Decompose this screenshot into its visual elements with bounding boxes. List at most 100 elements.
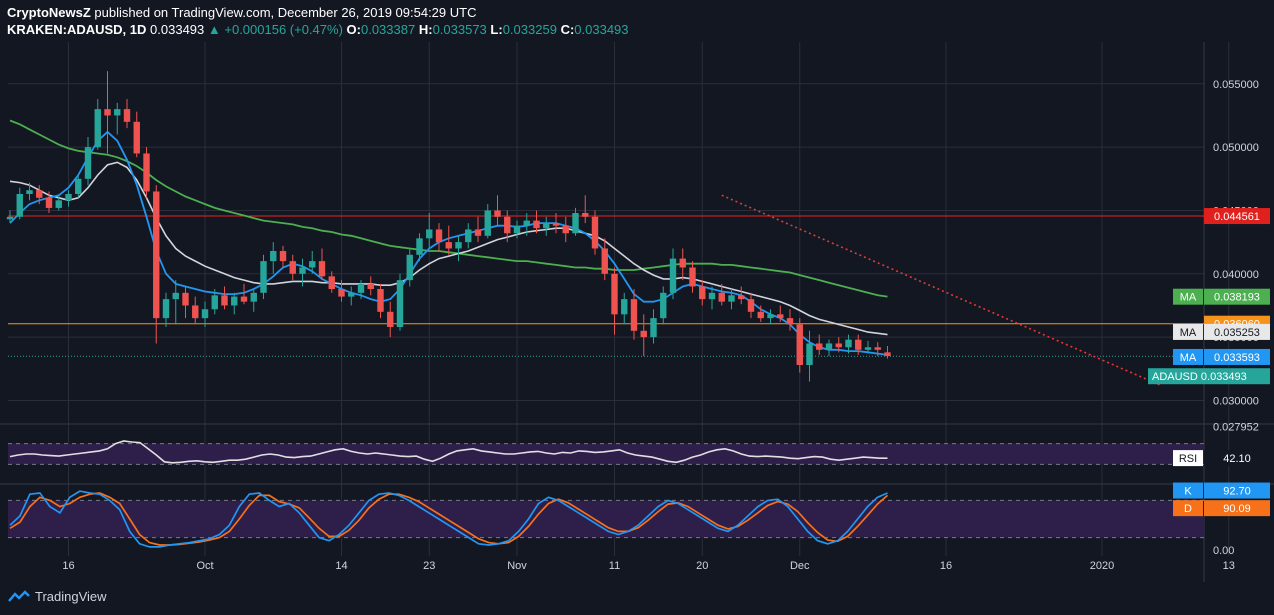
candle-body: [660, 292, 667, 319]
candle-body: [816, 343, 823, 350]
candle-body: [835, 343, 842, 348]
candle-body: [786, 318, 794, 325]
stoch-d-tag-name: D: [1184, 503, 1192, 515]
candle-body: [601, 248, 608, 274]
brand-label[interactable]: TradingView: [35, 589, 107, 604]
rsi-tag-value-box: [1204, 450, 1270, 467]
time-tick-label: Nov: [507, 560, 527, 572]
ma-fast-tag-value-box: [1204, 348, 1270, 365]
stoch-k-tag-value: 92.70: [1223, 486, 1251, 498]
candle-body: [533, 220, 540, 229]
candle-body: [328, 276, 335, 289]
candle-body: [825, 343, 833, 350]
candle-body: [708, 292, 716, 300]
open-value: 0.033387: [360, 22, 416, 37]
stoch-pane: [8, 490, 1204, 548]
stoch-d-tag-name-box: [1173, 500, 1203, 517]
last-price-tag-box: [1148, 368, 1270, 385]
candle-body: [26, 190, 33, 194]
candle-body: [250, 292, 257, 302]
candle-body: [367, 283, 374, 289]
time-tick-label: 23: [423, 560, 435, 572]
ma-slow-tag-value: 0.038193: [1214, 292, 1260, 304]
candle-body: [855, 339, 862, 350]
candle-body: [864, 347, 872, 350]
ma-fast-tag-value: 0.033593: [1214, 352, 1260, 364]
time-tick-label: 2020: [1090, 560, 1114, 572]
chart-header: CryptoNewsZ published on TradingView.com…: [0, 0, 1274, 42]
candle-body: [221, 295, 228, 306]
last-price: 0.033493: [150, 22, 205, 37]
candle-body: [591, 216, 599, 249]
candle-body: [396, 280, 404, 327]
candle-body: [36, 190, 43, 198]
footer: TradingView: [8, 589, 107, 604]
rsi-tag-name: RSI: [1179, 453, 1197, 465]
candle-body: [699, 286, 706, 300]
candle-body: [192, 305, 199, 319]
candle-body: [884, 352, 891, 357]
stoch-d-line: [9, 492, 889, 546]
candle-body: [543, 223, 550, 229]
time-tick-label: 11: [609, 560, 620, 572]
ma-fast-tag-name: MA: [1180, 352, 1197, 364]
resistance-levels: [8, 215, 1204, 357]
candle-body: [845, 339, 852, 348]
close-label: C:: [560, 22, 575, 37]
candle-body: [679, 258, 686, 268]
candle-body: [523, 220, 530, 226]
candle-body: [387, 311, 394, 327]
price-tick-label: 0.050000: [1213, 142, 1259, 154]
candle-body: [757, 311, 764, 319]
candle-body: [669, 258, 677, 293]
chart-grid: [0, 42, 1274, 582]
candle-body: [572, 213, 579, 234]
price-chart[interactable]: 0.0550000.0500000.0450000.0400000.035000…: [0, 42, 1274, 582]
ma-mid-tag-value: 0.035253: [1214, 327, 1260, 339]
candle-body: [75, 178, 82, 194]
candle-body: [718, 292, 725, 302]
trendline[interactable]: [721, 194, 1161, 387]
candle-body: [153, 191, 160, 319]
close-value: 0.033493: [574, 22, 629, 37]
time-tick-label: Dec: [790, 560, 810, 572]
ma-slow-tag-name-box: [1173, 288, 1203, 305]
time-tick-label: 13: [1223, 560, 1235, 572]
candle-body: [796, 324, 803, 365]
candle-body: [84, 147, 92, 179]
candle-body: [162, 299, 170, 319]
price-tick-label: 0.040000: [1213, 269, 1259, 281]
bearish-trendline[interactable]: [721, 194, 1161, 387]
ma-mid-tag-value-box: [1204, 323, 1270, 340]
time-tick-label: 20: [696, 560, 708, 572]
candle-body: [728, 295, 735, 302]
stoch-k-line: [9, 490, 888, 548]
rsi-line: [9, 440, 888, 464]
low-label: L:: [490, 22, 503, 37]
candle-body: [445, 242, 452, 249]
candle-body: [338, 289, 345, 297]
rsi-band: [8, 443, 1204, 465]
ma-mid-tag-name-box: [1173, 323, 1203, 340]
symbol-label[interactable]: KRAKEN:ADAUSD, 1D: [7, 22, 147, 37]
publisher-name[interactable]: CryptoNewsZ: [7, 5, 91, 20]
level-tag-red-value-box: [1204, 208, 1270, 225]
candle-body: [270, 251, 277, 262]
candle-body: [806, 343, 813, 365]
candle-body: [318, 261, 326, 277]
price-change: ▲ +0.000156 (+0.47%): [207, 22, 343, 37]
candle-body: [874, 347, 881, 350]
candle-body: [465, 229, 472, 243]
candle-body: [513, 225, 521, 234]
ma-fast-tag-name-box: [1173, 348, 1203, 365]
candle-body: [426, 229, 433, 239]
candle-body: [348, 292, 355, 297]
candle-body: [435, 229, 443, 243]
candle-body: [94, 109, 101, 148]
candle-body: [309, 261, 316, 268]
high-value: 0.033573: [432, 22, 487, 37]
ohlc-line: KRAKEN:ADAUSD, 1D 0.033493 ▲ +0.000156 (…: [7, 22, 629, 37]
candle-body: [777, 314, 784, 319]
time-tick-label: 16: [940, 560, 952, 572]
candle-body: [747, 299, 755, 312]
